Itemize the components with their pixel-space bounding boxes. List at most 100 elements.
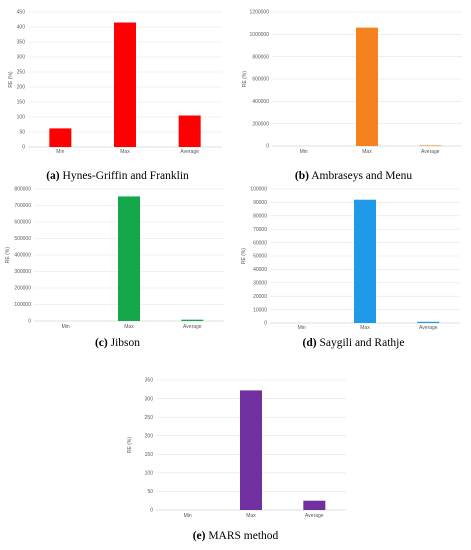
y-tick-label: 250 <box>145 415 154 421</box>
y-tick-label: 200000 <box>252 121 269 127</box>
category-label: Max <box>124 324 134 330</box>
y-tick-label: 600000 <box>252 77 269 83</box>
y-tick-label: 150 <box>17 100 26 106</box>
y-tick-label: 450 <box>17 10 26 16</box>
y-tick-label: 0 <box>264 321 267 327</box>
caption-b: (b) Ambraseys and Menu <box>236 170 471 182</box>
y-tick-label: 500000 <box>14 236 31 242</box>
y-tick-label: 100000 <box>14 302 31 308</box>
category-label: Min <box>62 324 70 330</box>
caption-a-letter: (a) <box>46 170 60 182</box>
y-tick-label: 600000 <box>14 220 31 226</box>
category-label: Min <box>298 325 306 331</box>
y-tick-label: 10000 <box>253 307 267 313</box>
y-tick-label: 50 <box>147 489 153 495</box>
y-tick-label: 700000 <box>14 203 31 209</box>
category-label: Min <box>184 513 192 519</box>
y-axis-label: RE (%) <box>5 247 11 263</box>
bar-average <box>303 500 326 510</box>
caption-d: (d) Saygili and Rathje <box>236 337 471 349</box>
caption-e-letter: (e) <box>192 530 206 542</box>
y-tick-label: 400 <box>17 25 26 31</box>
bar-average <box>181 319 204 321</box>
category-label: Average <box>419 325 438 331</box>
bar-average <box>417 321 440 323</box>
y-tick-label: 1200000 <box>250 10 270 16</box>
caption-e: (e) MARS method <box>0 530 471 542</box>
y-tick-label: 350 <box>145 378 154 384</box>
y-tick-label: 300000 <box>14 269 31 275</box>
y-tick-label: 50000 <box>253 254 267 260</box>
chart-panel-c: 0 100000 200000 300000 400000 500000 600000 700… <box>0 186 235 336</box>
y-tick-label: 20000 <box>253 294 267 300</box>
caption-c-text: Jibson <box>110 337 141 349</box>
caption-c: (c) Jibson <box>0 337 235 349</box>
y-tick-label: 30000 <box>253 281 267 287</box>
y-tick-label: 70000 <box>253 227 267 233</box>
chart-panel-e: 0 50 100 150 200 250 300 350 RE (%) Min Max Average <box>120 372 350 522</box>
bar-average <box>419 145 442 147</box>
chart-b: 0 200000 400000 600000 800000 1000000 1200000 R… <box>242 10 462 155</box>
y-tick-label: 60000 <box>253 240 267 246</box>
category-label: Average <box>421 149 440 155</box>
bar-max <box>118 196 140 321</box>
caption-b-letter: (b) <box>294 170 309 182</box>
bar-max <box>240 390 262 510</box>
y-tick-label: 80000 <box>253 214 267 220</box>
y-tick-label: 90000 <box>253 200 267 206</box>
bar-min <box>49 128 72 147</box>
caption-e-text: MARS method <box>208 530 279 542</box>
caption-c-letter: (c) <box>94 337 108 349</box>
category-label: Max <box>120 149 130 155</box>
y-tick-label: 200 <box>145 433 154 439</box>
y-tick-label: 50 <box>19 130 25 136</box>
y-tick-label: 400000 <box>14 253 31 259</box>
bar-average <box>178 115 201 147</box>
chart-e: 0 50 100 150 200 250 300 350 RE (%) Min Max Average <box>127 378 346 519</box>
category-label: Max <box>362 149 372 155</box>
y-axis-label: RE (%) <box>242 71 248 87</box>
caption-a: (a) Hynes-Griffin and Franklin <box>0 170 235 182</box>
y-tick-label: 0 <box>28 319 31 325</box>
y-tick-label: 100 <box>145 471 154 477</box>
y-tick-label: 150 <box>145 452 154 458</box>
category-label: Average <box>305 513 324 519</box>
y-tick-label: 0 <box>22 145 25 151</box>
y-axis-label: RE (%) <box>241 248 247 264</box>
caption-d-text: Saygili and Rathje <box>319 337 405 349</box>
y-axis-label: RE (%) <box>8 71 14 87</box>
category-label: Average <box>183 324 202 330</box>
caption-a-text: Hynes-Griffin and Franklin <box>62 170 189 182</box>
caption-b-text: Ambraseys and Menu <box>311 170 413 182</box>
y-tick-label: 100 <box>17 115 26 121</box>
chart-panel-d: 0 10000 20000 30000 40000 50000 60000 70000 8000… <box>236 186 471 336</box>
chart-a: 0 50 100 150 200 250 300 350 400 450 RE (%) Min Max A… <box>8 10 222 155</box>
category-label: Max <box>246 513 256 519</box>
y-tick-label: 800000 <box>252 54 269 60</box>
y-tick-label: 250 <box>17 70 26 76</box>
y-tick-label: 40000 <box>253 267 267 273</box>
bar-max <box>354 199 376 323</box>
y-axis-label: RE (%) <box>127 437 133 453</box>
category-label: Average <box>180 149 199 155</box>
chart-d: 0 10000 20000 30000 40000 50000 60000 70000 8000… <box>241 187 460 331</box>
chart-c: 0 100000 200000 300000 400000 500000 600000 700… <box>5 187 224 330</box>
y-tick-label: 1000000 <box>250 32 270 38</box>
y-tick-label: 200000 <box>14 286 31 292</box>
y-tick-label: 300 <box>145 396 154 402</box>
y-tick-label: 0 <box>150 508 153 514</box>
bar-max <box>114 22 136 147</box>
y-tick-label: 0 <box>266 144 269 150</box>
chart-panel-a: 0 50 100 150 200 250 300 350 400 450 RE (%) Min Max A… <box>0 0 235 170</box>
caption-d-letter: (d) <box>302 337 317 349</box>
y-tick-label: 400000 <box>252 99 269 105</box>
category-label: Max <box>360 325 370 331</box>
category-label: Min <box>56 149 64 155</box>
bar-max <box>356 27 378 147</box>
y-tick-label: 200 <box>17 85 26 91</box>
category-label: Min <box>300 149 308 155</box>
chart-panel-b: 0 200000 400000 600000 800000 1000000 1200000 R… <box>236 0 471 170</box>
y-tick-label: 300 <box>17 55 26 61</box>
y-tick-label: 800000 <box>14 187 31 193</box>
y-tick-label: 100000 <box>250 187 267 193</box>
